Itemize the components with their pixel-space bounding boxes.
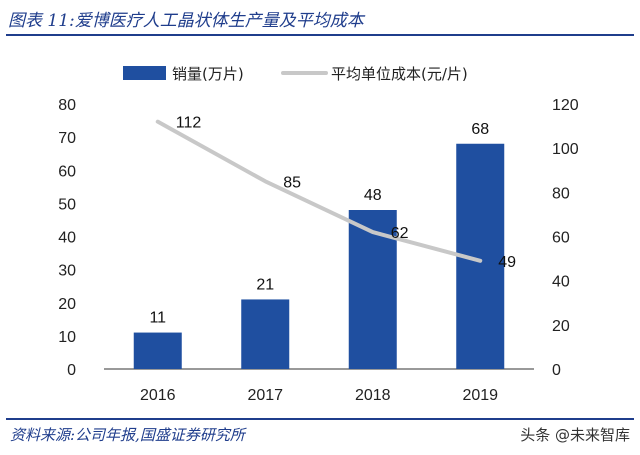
y-left-tick-label: 0 xyxy=(67,362,76,379)
y-left-tick-label: 30 xyxy=(58,263,76,280)
bar-2017 xyxy=(241,299,290,369)
x-tick-label: 2016 xyxy=(140,387,176,404)
line-value-label: 112 xyxy=(176,115,202,132)
y-left-tick-label: 50 xyxy=(58,196,76,213)
bar-value-label: 21 xyxy=(256,276,274,293)
y-right-tick-label: 60 xyxy=(552,230,570,247)
y-left-tick-label: 20 xyxy=(58,296,76,313)
chart-title: 图表 11:爱博医疗人工晶状体生产量及平均成本 xyxy=(8,11,364,31)
y-right-tick-label: 80 xyxy=(552,185,570,202)
y-left-tick-label: 60 xyxy=(58,163,76,180)
bar-value-label: 48 xyxy=(364,187,382,204)
legend-line-label: 平均单位成本(元/片) xyxy=(331,65,468,83)
legend-bar-label: 销量(万片) xyxy=(172,65,244,83)
title-divider xyxy=(6,34,634,36)
bar-2016 xyxy=(133,332,182,369)
y-right-tick-label: 0 xyxy=(552,362,561,379)
y-right-tick-label: 40 xyxy=(552,274,570,291)
line-value-label: 85 xyxy=(283,174,301,191)
watermark: 头条 @未来智库 xyxy=(520,426,630,444)
x-tick-label: 2017 xyxy=(247,387,283,404)
bar-value-label: 68 xyxy=(471,121,489,138)
legend-bar-swatch xyxy=(123,66,166,80)
y-left-tick-label: 10 xyxy=(58,329,76,346)
y-left-tick-label: 40 xyxy=(58,230,76,247)
y-right-tick-label: 120 xyxy=(552,97,579,114)
y-right-tick-label: 20 xyxy=(552,318,570,335)
x-tick-label: 2018 xyxy=(355,387,391,404)
y-left-tick-label: 70 xyxy=(58,130,76,147)
y-right-tick-label: 100 xyxy=(552,141,579,158)
bar-value-label: 11 xyxy=(149,310,166,327)
line-value-label: 49 xyxy=(498,254,516,271)
source-note: 资料来源:公司年报,国盛证券研究所 xyxy=(10,426,245,444)
x-tick-label: 2019 xyxy=(462,387,498,404)
source-divider xyxy=(6,418,634,420)
y-left-tick-label: 80 xyxy=(58,97,76,114)
cost-line xyxy=(155,119,483,263)
line-value-label: 62 xyxy=(391,225,409,242)
